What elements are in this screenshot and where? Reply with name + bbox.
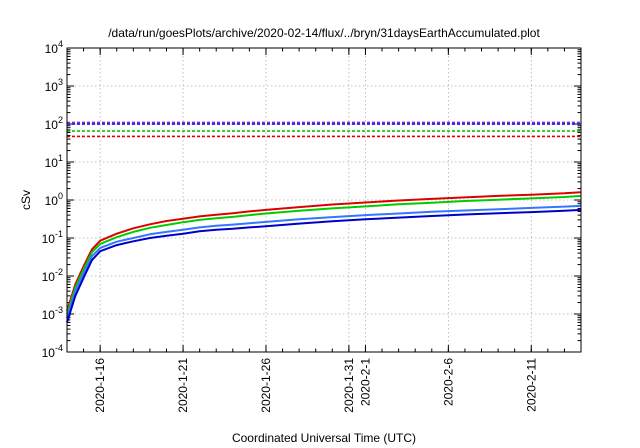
x-tick-label: 2020-1-31 — [342, 358, 356, 413]
y-axis-label: cSv — [19, 190, 33, 210]
x-tick-label: 2020-2-11 — [524, 358, 538, 412]
y-tick-label: 101 — [45, 153, 63, 170]
y-tick-label: 102 — [45, 115, 63, 132]
y-axis: 10-4 10-3 10-2 10-1 100 101 102 103 104 — [42, 39, 581, 360]
series-lines — [66, 191, 582, 323]
x-tick-label: 2020-2-1 — [358, 358, 372, 406]
y-tick-label: 104 — [45, 39, 63, 56]
x-axis-label: Coordinated Universal Time (UTC) — [232, 431, 416, 445]
series-line — [66, 194, 582, 315]
plot-frame — [66, 47, 582, 353]
series-line — [66, 204, 582, 318]
y-tick-label: 10-4 — [42, 343, 63, 360]
chart-title: /data/run/goesPlots/archive/2020-02-14/f… — [108, 26, 540, 40]
series-line — [66, 208, 582, 323]
y-tick-label: 100 — [45, 191, 63, 208]
x-tick-label: 2020-1-26 — [259, 358, 273, 413]
y-tick-label: 103 — [45, 77, 63, 94]
x-tick-label: 2020-1-21 — [176, 358, 190, 413]
threshold-lines — [67, 121, 581, 138]
y-tick-label: 10-3 — [42, 305, 63, 322]
x-tick-label: 2020-1-16 — [93, 358, 107, 413]
series-line — [66, 191, 582, 312]
x-axis: 2020-1-16 2020-1-21 2020-1-26 2020-1-31 2020… — [83, 48, 565, 413]
x-tick-label: 2020-2-6 — [441, 358, 455, 406]
y-tick-label: 10-2 — [42, 267, 63, 284]
y-tick-label: 10-1 — [42, 229, 63, 246]
